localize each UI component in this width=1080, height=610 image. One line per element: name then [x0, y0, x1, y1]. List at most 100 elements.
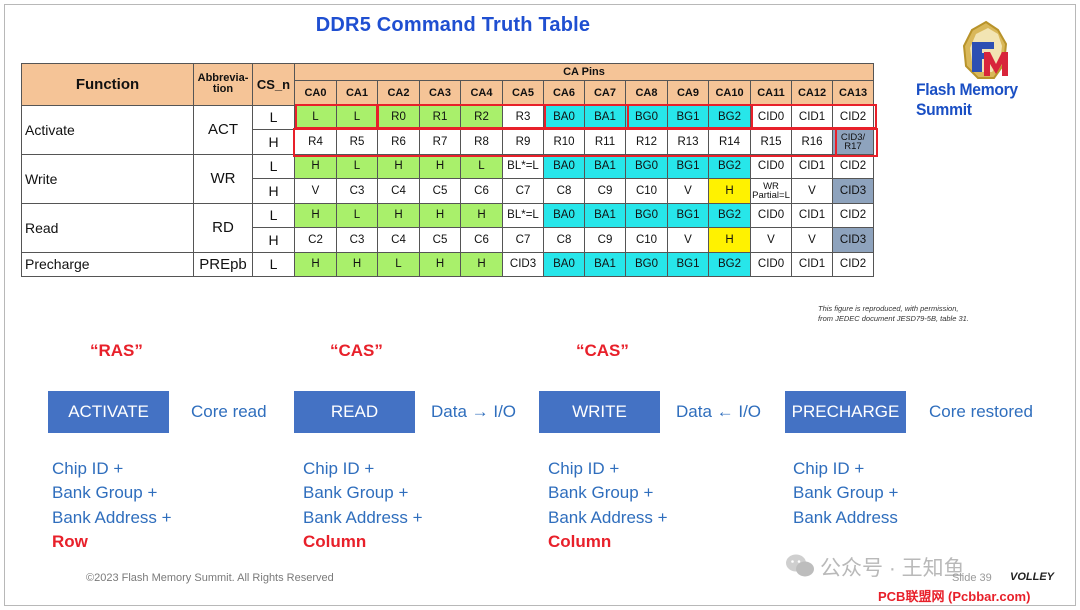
ca-cell: R12	[625, 129, 668, 155]
ca-cell: BA1	[584, 251, 626, 277]
cs-cell: L	[252, 153, 295, 179]
ca-cell: BG2	[708, 202, 751, 228]
ca-cell: H	[377, 153, 420, 179]
cs-cell: L	[252, 251, 295, 277]
ca-cell: L	[460, 153, 503, 179]
cas-label-write: “CAS”	[576, 341, 629, 360]
ca-cell: WR Partial=L	[750, 178, 792, 204]
ca-cell: R4	[294, 129, 337, 155]
ca-cell: CID0	[750, 202, 792, 228]
ca-cell: R14	[708, 129, 751, 155]
ca-cell: BG0	[625, 104, 668, 130]
ca-cell: V	[791, 178, 833, 204]
list-item: Bank Group +	[548, 483, 654, 503]
ca-cell: BG2	[708, 104, 751, 130]
ca-cell: H	[460, 251, 503, 277]
ca-cell: H	[419, 251, 461, 277]
list-item: Bank Group +	[793, 483, 899, 503]
ca-cell: C9	[584, 227, 626, 253]
ca-cell: C7	[502, 178, 544, 204]
logo-text: Flash Memory Summit	[916, 80, 1018, 119]
list-item: Chip ID +	[303, 459, 375, 478]
read-address-list: Chip ID + Bank Group + Bank Address + Co…	[303, 457, 423, 554]
ca-cell: BA1	[584, 153, 626, 179]
abbreviation-cell: ACT	[193, 104, 253, 155]
ca-cell: BG2	[708, 153, 751, 179]
slide-title: DDR5 Command Truth Table	[315, 14, 591, 36]
data-from-io-text: Data ← I/O	[676, 402, 762, 421]
header-pin: CA1	[336, 80, 378, 106]
ca-cell: C4	[377, 227, 420, 253]
ca-cell: CID2	[832, 104, 874, 130]
ca-cell: H	[419, 153, 461, 179]
ca-cell: CID3	[832, 178, 874, 204]
header-pin: CA10	[708, 80, 751, 106]
cas-label-read: “CAS”	[330, 341, 383, 360]
table-row: Precharge PREpb L H H L H H CID3 BA0 BA1 BG0 BG1 BG2 C…	[21, 251, 874, 277]
ca-cell: C6	[460, 178, 503, 204]
precharge-address-list: Chip ID + Bank Group + Bank Address	[793, 457, 898, 530]
ca-cell: BA0	[543, 202, 585, 228]
function-cell: Write	[21, 153, 194, 204]
ca-cell: CID3/ R17	[832, 129, 874, 155]
ca-cell: BA1	[584, 104, 626, 130]
ca-cell: H	[377, 202, 420, 228]
header-function: Function	[21, 63, 194, 106]
ca-cell: BA0	[543, 104, 585, 130]
ca-cell: BG0	[625, 153, 668, 179]
credit-line-1: This figure is reproduced, with permissi…	[818, 304, 959, 313]
ca-cell: R10	[543, 129, 585, 155]
header-pin: CA7	[584, 80, 626, 106]
ca-cell: H	[708, 178, 751, 204]
ca-cell: V	[667, 227, 709, 253]
ca-cell: CID1	[791, 202, 833, 228]
ca-cell: H	[294, 251, 337, 277]
ca-cell: CID1	[791, 251, 833, 277]
ca-cell: R0	[377, 104, 420, 130]
ca-cell: R2	[460, 104, 503, 130]
credit-line-2: from JEDEC document JESD79-5B, table 31.	[818, 314, 969, 323]
ca-cell: V	[667, 178, 709, 204]
ras-label: “RAS”	[90, 341, 143, 360]
ca-cell: C10	[625, 178, 668, 204]
data-to-io-text: Data → I/O	[431, 402, 517, 421]
abbreviation-cell: PREpb	[193, 251, 253, 277]
ca-cell: CID2	[832, 251, 874, 277]
ca-cell: C2	[294, 227, 337, 253]
cs-cell: L	[252, 104, 295, 130]
list-emphasis: Column	[548, 531, 612, 551]
ca-cell: V	[750, 227, 792, 253]
list-item: Bank Address	[793, 507, 898, 527]
header-abbreviation-line1: Abbrevia-	[197, 72, 249, 85]
ca-cell: R11	[584, 129, 626, 155]
ca-cell: C3	[336, 227, 378, 253]
ca-cell: CID2	[832, 153, 874, 179]
core-read-text: Core read	[191, 402, 267, 421]
source-tag: PCB联盟网 (Pcbbar.com)	[878, 589, 1031, 604]
ca-cell: R3	[502, 104, 544, 130]
ca-cell: C4	[377, 178, 420, 204]
ca-cell: L	[336, 104, 378, 130]
write-address-list: Chip ID + Bank Group + Bank Address + Co…	[548, 457, 668, 554]
ca-cell: CID0	[750, 153, 792, 179]
header-cs-n: CS_n	[252, 63, 295, 106]
ca-cell: CID2	[832, 202, 874, 228]
ca-cell: L	[294, 104, 337, 130]
ca-cell: R5	[336, 129, 378, 155]
header-pin: CA2	[377, 80, 420, 106]
ca-cell: R13	[667, 129, 709, 155]
table-row: H C2 C3 C4 C5 C6 C7 C8 C9 C10 V H V V CID3	[22, 227, 874, 253]
ca-cell: C10	[625, 227, 668, 253]
header-pin: CA3	[419, 80, 461, 106]
ca-cell: H	[419, 202, 461, 228]
ca-cell: V	[294, 178, 337, 204]
ca-cell: BA1	[584, 202, 626, 228]
list-item: Bank Address +	[303, 507, 423, 527]
ca-cell: R9	[502, 129, 544, 155]
ca-cell: H	[336, 251, 378, 277]
function-cell: Read	[21, 202, 194, 253]
list-item: Chip ID +	[793, 459, 865, 478]
header-pin: CA9	[667, 80, 709, 106]
watermark-text: 公众号 · 王知鱼	[820, 557, 965, 580]
header-pin: CA5	[502, 80, 544, 106]
